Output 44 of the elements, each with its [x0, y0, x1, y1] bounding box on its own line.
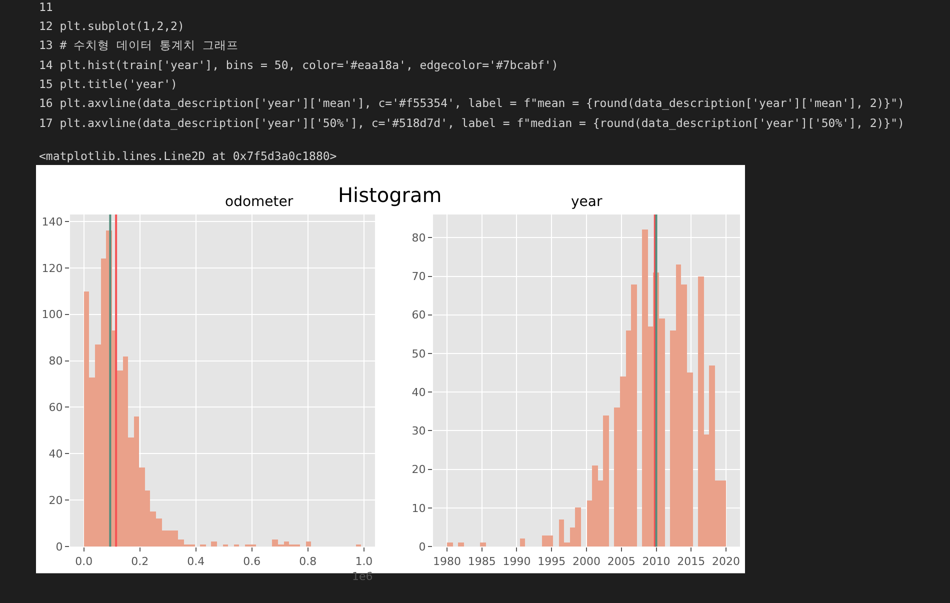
text: 16 plt.axvline(data_description['year']['mean'], c='#f55354', label = f"mean = {round(data_description['year']['mean'], 2)}"): [39, 96, 904, 110]
text: 1e6: [352, 570, 373, 583]
y-tick-label: 140: [42, 215, 63, 228]
y-tick-label: 70: [412, 270, 426, 284]
y-tick-label: 0: [418, 540, 426, 554]
x-tick-label: 0.8: [299, 554, 317, 568]
x-tick-label: 1990: [502, 554, 531, 568]
y-tick-label: 120: [42, 262, 63, 275]
x-tick-label: 2020: [712, 554, 740, 568]
x-tick-label: 2005: [607, 554, 636, 568]
y-tick-label: 80: [412, 232, 426, 244]
text: 11: [39, 0, 53, 14]
x-tick-label: 1980: [432, 554, 461, 568]
text: 17 plt.axvline(data_description['year']['50%'], c='#518d7d', label = f"median = {round(data_description['year']['50%'], 2)}"): [39, 116, 904, 130]
x-tick-label: 0.6: [243, 554, 261, 568]
y-tick-label: 100: [42, 308, 63, 322]
y-tick-label: 40: [48, 448, 63, 461]
y-tick-label: 80: [48, 354, 63, 368]
x-tick-label: 2015: [677, 554, 706, 568]
text: 15 plt.title('year'): [39, 77, 178, 91]
chart-title: year: [571, 194, 602, 210]
x-tick-label: 1985: [468, 554, 496, 568]
text: Histogram: [338, 183, 442, 207]
text: 12 plt.subplot(1,2,2): [39, 19, 184, 33]
y-tick-label: 30: [412, 424, 426, 438]
x-tick-label: 2010: [642, 554, 670, 568]
x-tick-label: 1.0: [355, 554, 373, 568]
y-tick-label: 0: [56, 540, 63, 554]
y-tick-label: 20: [48, 494, 63, 507]
x-tick-label: 2000: [572, 554, 600, 568]
y-tick-label: 40: [412, 386, 426, 399]
y-tick-label: 60: [48, 401, 63, 414]
x-tick-label: 0.4: [187, 554, 205, 568]
y-tick-label: 50: [412, 347, 426, 360]
chart-title: odometer: [225, 194, 294, 210]
x-tick-label: 0.0: [75, 554, 93, 568]
text: 13 # 수치형 데이터 통계치 그래프: [39, 38, 238, 52]
y-tick-label: 10: [412, 502, 426, 515]
text: 14 plt.hist(train['year'], bins = 50, color='#eaa18a', edgecolor='#7bcabf'): [39, 58, 558, 72]
text: <matplotlib.lines.Line2D at 0x7f5d3a0c1880>: [39, 149, 337, 163]
y-tick-label: 60: [412, 308, 426, 322]
x-tick-label: 0.2: [131, 554, 149, 568]
y-tick-label: 20: [412, 463, 426, 476]
x-tick-label: 1995: [538, 554, 566, 568]
